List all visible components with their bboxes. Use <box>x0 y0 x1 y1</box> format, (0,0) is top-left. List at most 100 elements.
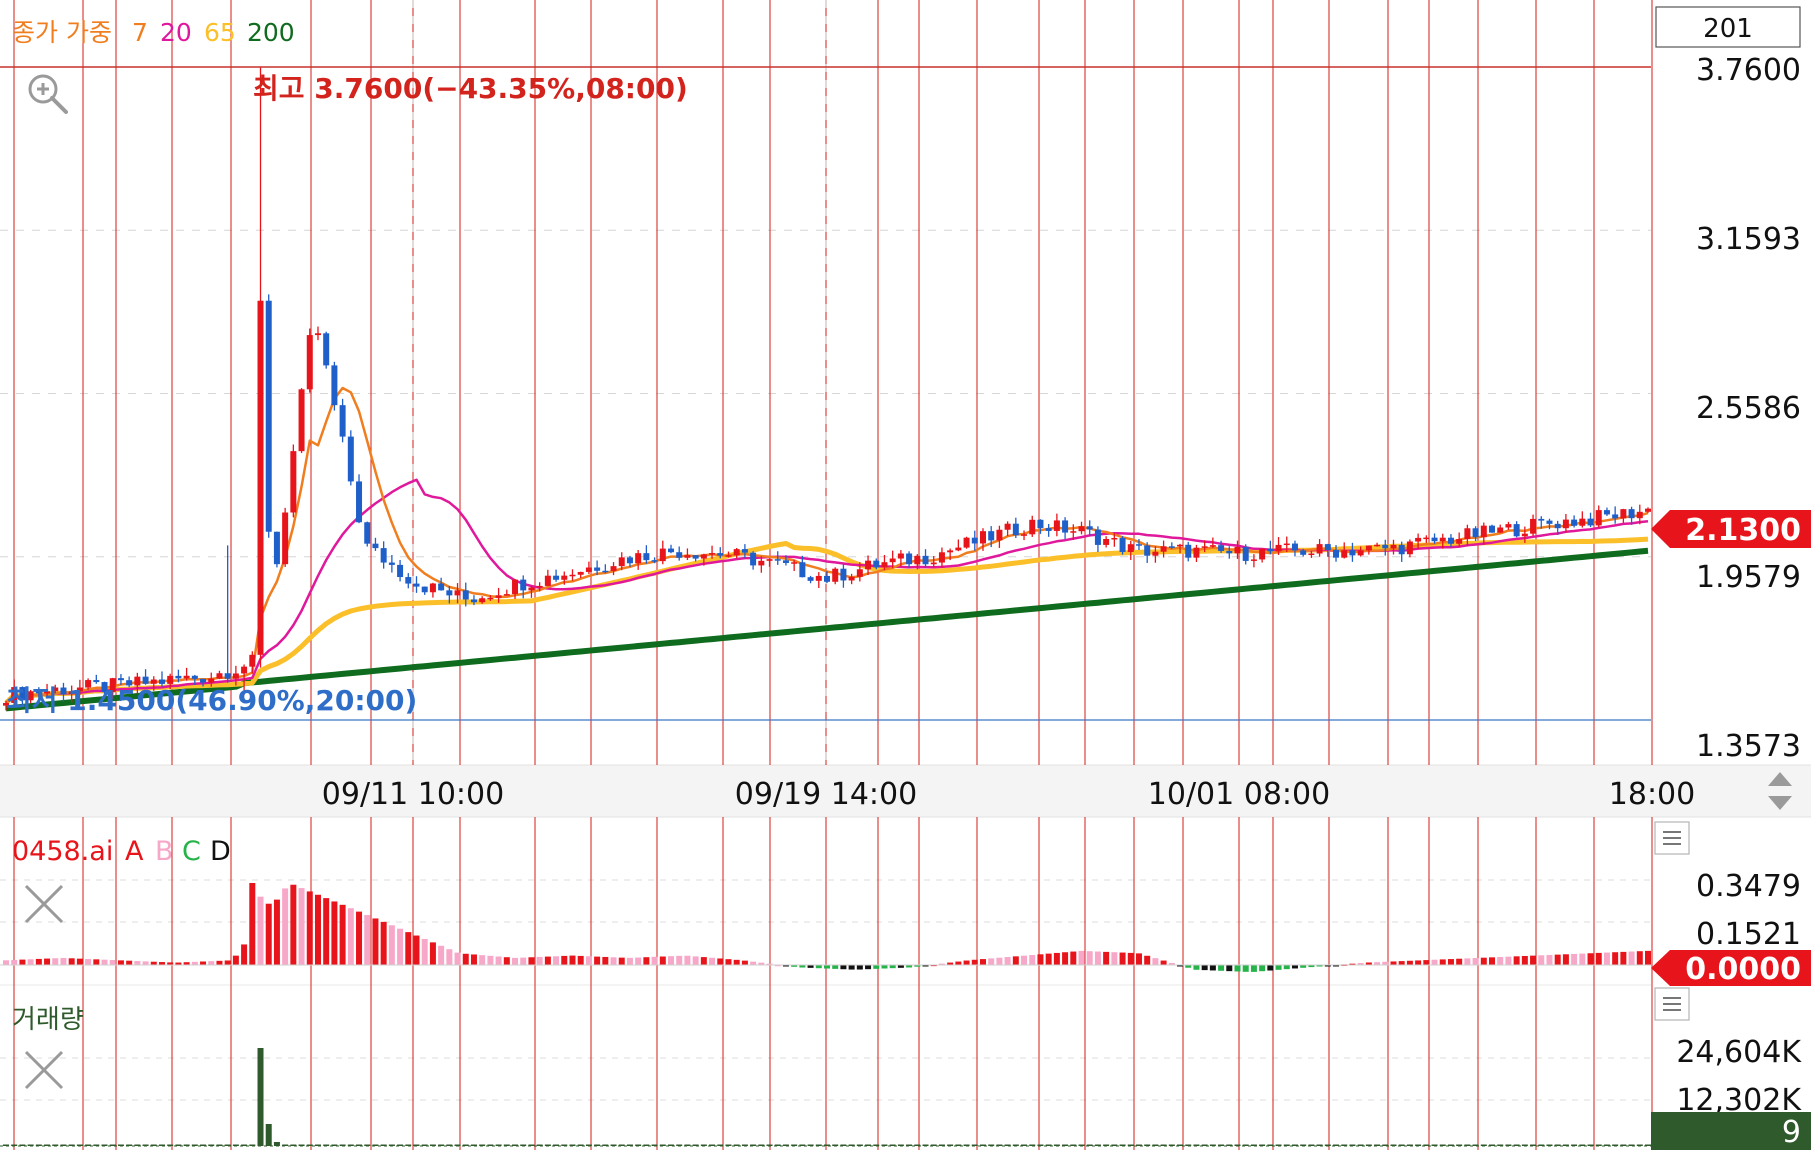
candle-count-box[interactable] <box>1655 6 1801 48</box>
volume-bar <box>52 1144 59 1146</box>
candle-body <box>1538 518 1545 521</box>
volume-bar <box>1324 1144 1331 1146</box>
volume-bar <box>914 1144 921 1146</box>
indicator-bar <box>216 960 223 965</box>
candle-body <box>1603 510 1610 515</box>
candle-body <box>134 676 141 686</box>
volume-bar <box>298 1144 305 1146</box>
indicator-bar <box>265 903 272 965</box>
indicator-bar <box>1333 965 1340 967</box>
candle-body <box>1226 550 1233 554</box>
volume-bar <box>1086 1144 1093 1146</box>
candle-body <box>388 562 395 565</box>
close-indicator-icon[interactable] <box>24 884 64 924</box>
candle-body <box>750 552 757 566</box>
candle-body <box>1423 537 1430 540</box>
candle-body <box>11 687 18 703</box>
close-volume-icon[interactable] <box>24 1050 64 1090</box>
volume-bar <box>1029 1144 1036 1146</box>
candle-body <box>1078 526 1085 532</box>
candle-body <box>454 590 461 596</box>
candle-body <box>158 679 165 684</box>
candle-body <box>35 691 42 694</box>
candle-body <box>241 666 248 674</box>
volume-bar <box>1193 1144 1200 1146</box>
indicator-bar <box>323 898 330 965</box>
time-axis-band <box>0 765 1811 817</box>
indicator-bar <box>594 956 601 965</box>
indicator-bar <box>364 915 371 965</box>
candle-body <box>126 680 133 686</box>
indicator-bar <box>1127 952 1134 965</box>
volume-bar <box>1094 1144 1101 1146</box>
candle-body <box>290 451 297 513</box>
volume-menu-icon[interactable] <box>1654 987 1690 1021</box>
indicator-bar <box>1579 953 1586 965</box>
indicator-bar <box>971 959 978 965</box>
candle-body <box>544 575 551 586</box>
volume-bar <box>126 1144 133 1146</box>
indicator-bar <box>610 957 617 965</box>
volume-bar <box>881 1144 888 1146</box>
indicator-bar <box>109 960 116 965</box>
candle-body <box>577 571 584 575</box>
indicator-menu-icon[interactable] <box>1654 821 1690 855</box>
candle-body <box>19 687 26 701</box>
volume-bar <box>889 1144 896 1146</box>
candle-body <box>429 583 436 593</box>
candle-body <box>782 560 789 563</box>
indicator-bar <box>1431 959 1438 965</box>
indicator-bar <box>1612 952 1619 965</box>
volume-bar <box>200 1144 207 1146</box>
candle-body <box>339 405 346 437</box>
indicator-bar <box>150 961 157 965</box>
volume-bar <box>807 1144 814 1146</box>
candle-body <box>1234 546 1241 554</box>
zoom-in-icon[interactable] <box>28 74 68 114</box>
candle-body <box>76 687 83 692</box>
candle-body <box>1636 511 1643 519</box>
candle-body <box>1571 519 1578 526</box>
candle-body <box>421 586 428 593</box>
indicator-bar <box>561 955 568 965</box>
indicator-bar <box>405 932 412 965</box>
candle-body <box>1193 547 1200 558</box>
volume-bar <box>536 1144 543 1146</box>
indicator-bar <box>380 921 387 965</box>
volume-bar <box>897 1144 904 1146</box>
volume-bar <box>668 1144 675 1146</box>
volume-bar <box>996 1144 1003 1146</box>
indicator-bar <box>1357 962 1364 965</box>
indicator-bar <box>200 961 207 965</box>
volume-bar <box>865 1144 872 1146</box>
scroll-arrows-icon[interactable] <box>1768 772 1792 810</box>
candle-body <box>1365 545 1372 551</box>
volume-bar <box>832 1144 839 1146</box>
volume-bar <box>1628 1144 1635 1146</box>
volume-bar <box>544 1144 551 1146</box>
indicator-bar <box>741 960 748 965</box>
indicator-bar <box>1415 960 1422 965</box>
indicator-bar <box>1226 965 1233 972</box>
indicator-bar <box>668 956 675 965</box>
candle-body <box>1390 544 1397 549</box>
candle-body <box>848 576 855 581</box>
volume-bar <box>1464 1144 1471 1146</box>
volume-bar <box>684 1144 691 1146</box>
indicator-bar <box>85 958 92 965</box>
indicator-bars <box>3 883 1651 972</box>
indicator-bar <box>421 938 428 965</box>
volume-bar <box>528 1144 535 1146</box>
candle-body <box>1242 546 1249 561</box>
indicator-bar <box>1111 952 1118 965</box>
indicator-bar <box>183 962 190 965</box>
volume-bar <box>626 1144 633 1146</box>
candle-body <box>44 691 51 694</box>
volume-bar <box>1111 1144 1118 1146</box>
candle-body <box>1579 518 1586 526</box>
candle-body <box>585 567 592 572</box>
volume-bar <box>766 1144 773 1146</box>
candle-body <box>1595 510 1602 526</box>
candle-body <box>1587 518 1594 526</box>
